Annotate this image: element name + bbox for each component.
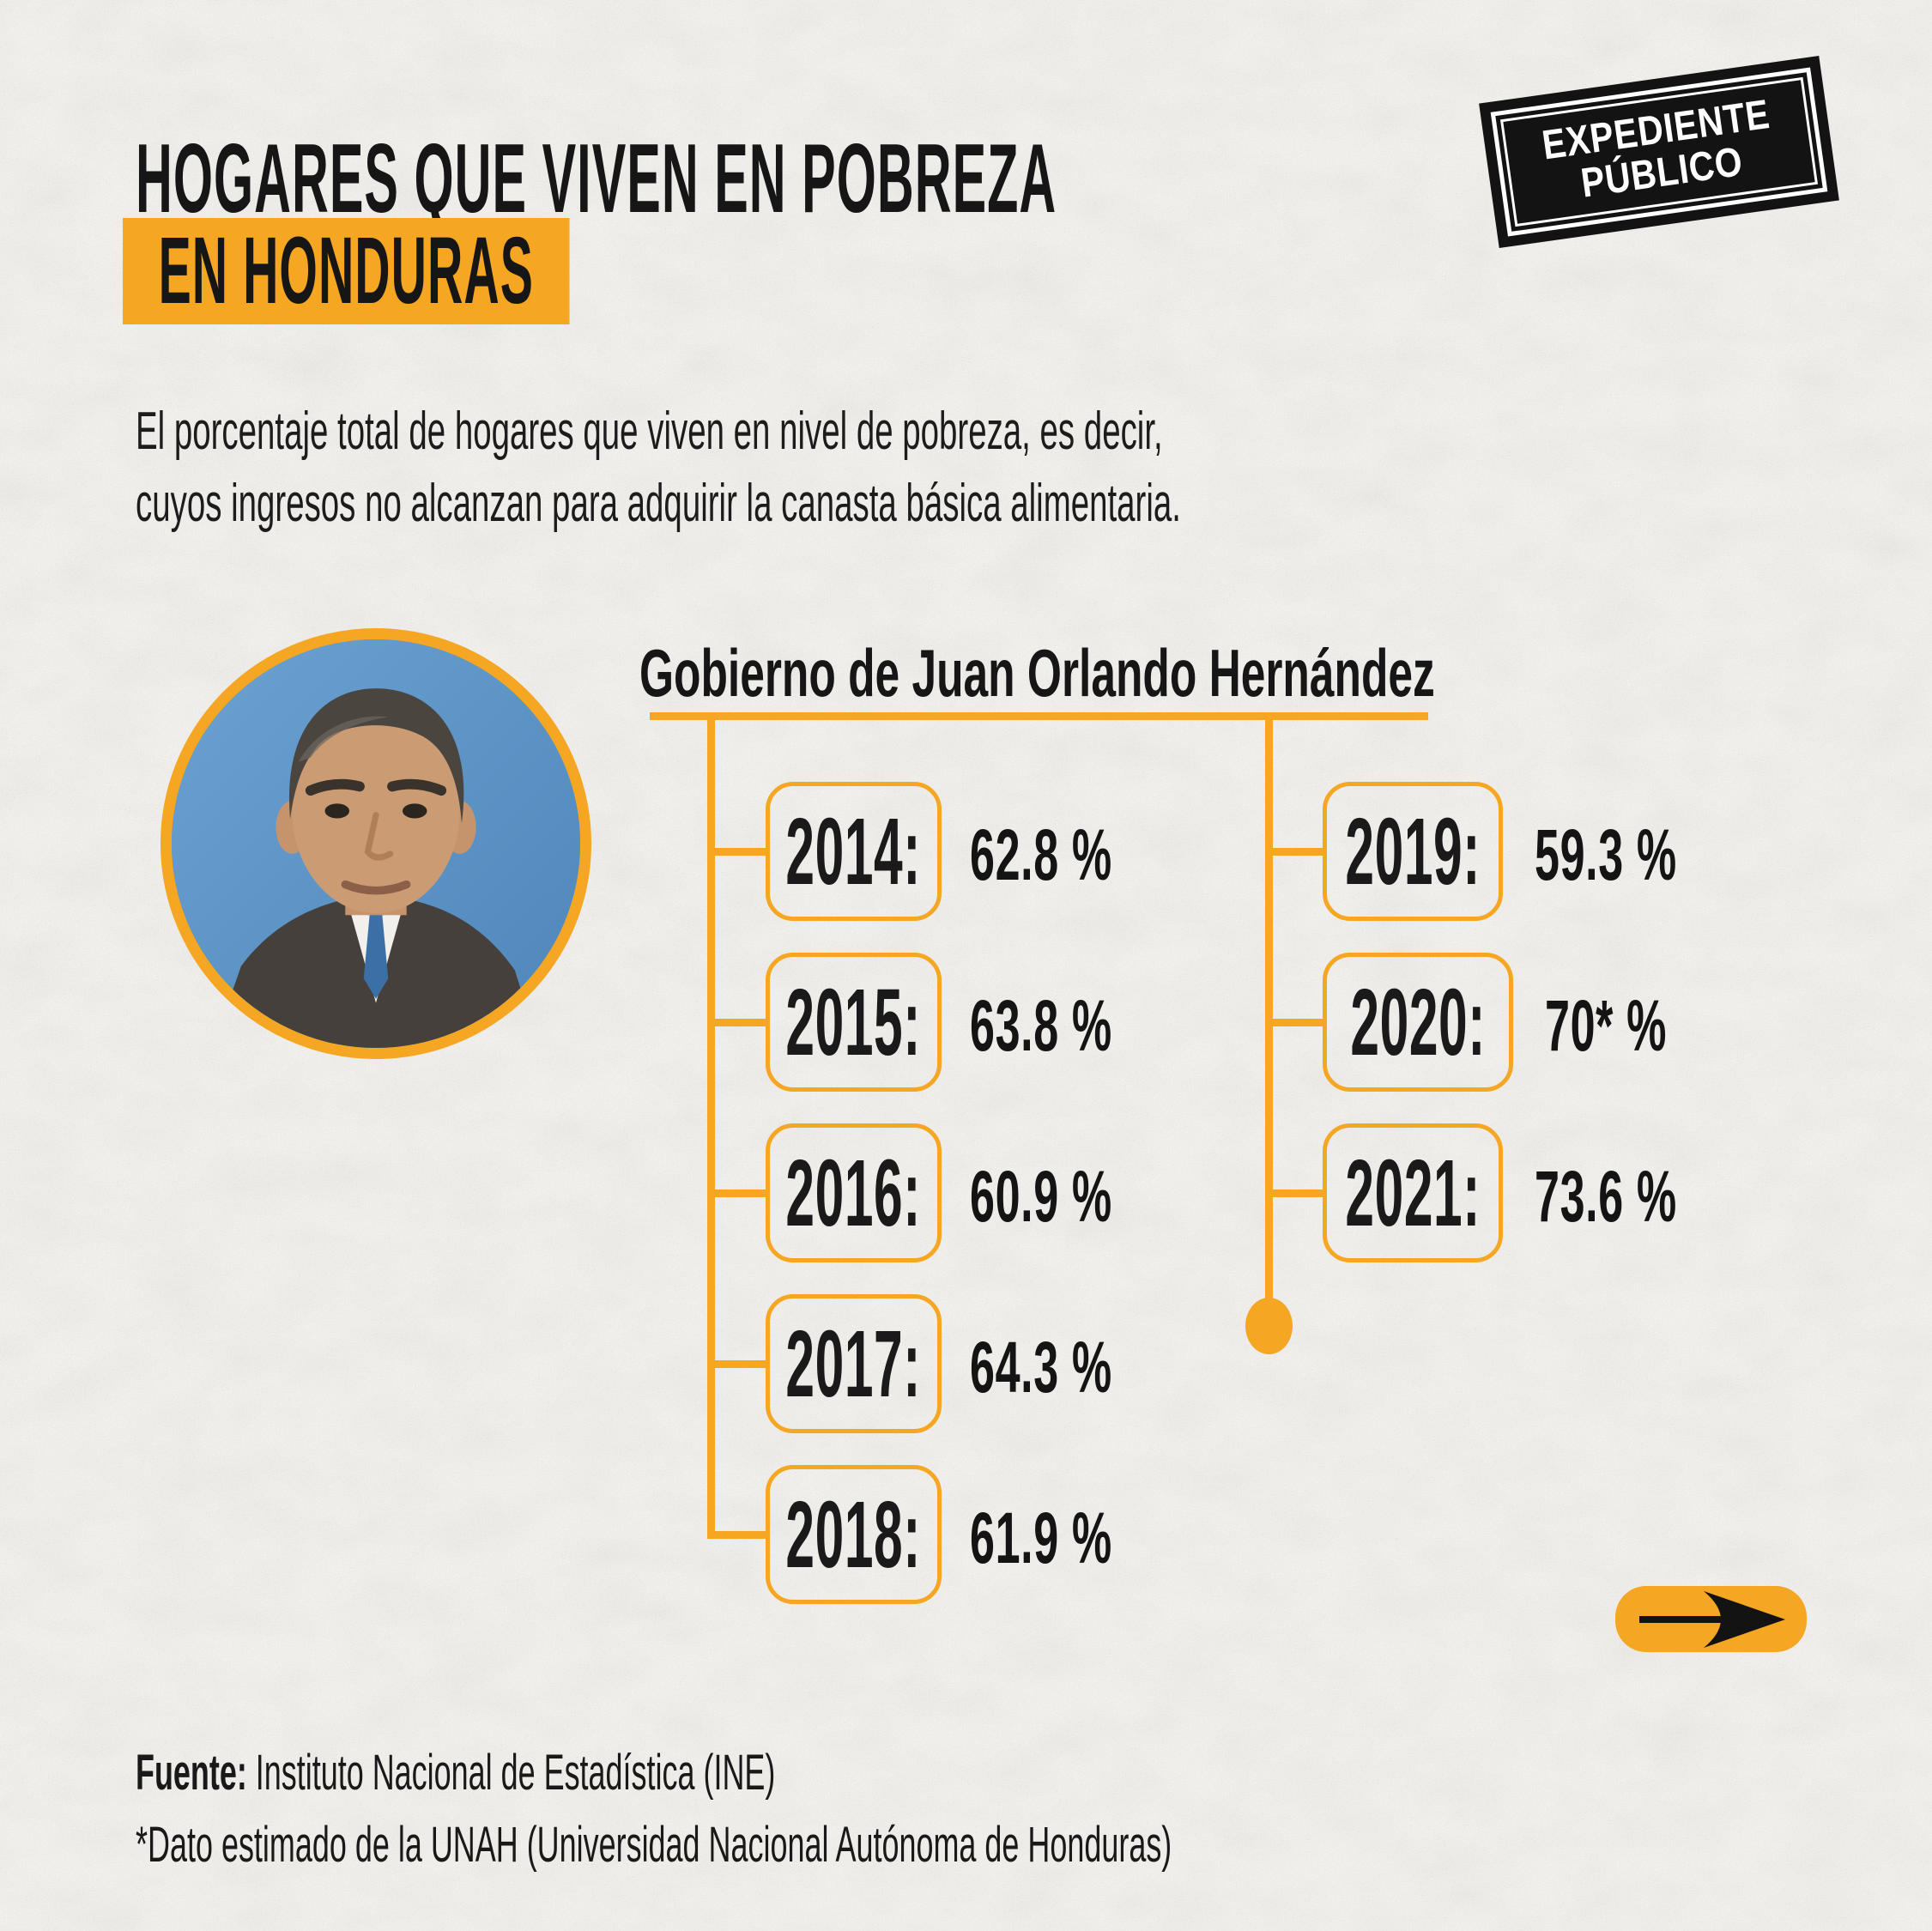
stamp-outer-frame: EXPEDIENTE PÚBLICO	[1490, 67, 1828, 237]
year-label: 2018:	[785, 1481, 922, 1588]
branch-tick-2015	[707, 1019, 767, 1026]
year-box-2020: 2020:	[1323, 953, 1513, 1092]
page-title-line2-highlight: EN HONDURAS	[123, 218, 570, 324]
year-box-2016: 2016:	[766, 1123, 942, 1262]
brand-stamp-logo: EXPEDIENTE PÚBLICO	[1479, 55, 1839, 249]
year-value-2016: 60.9 %	[970, 1156, 1112, 1237]
branch-tick-2017	[707, 1360, 767, 1368]
intro-line1: El porcentaje total de hogares que viven…	[136, 402, 1163, 461]
timeline-header-line	[650, 712, 1428, 720]
year-value-2014: 62.8 %	[970, 814, 1112, 895]
year-box-2019: 2019:	[1323, 782, 1503, 921]
portrait-juan-orlando-hernandez	[160, 628, 591, 1059]
source-label: Fuente:	[136, 1745, 247, 1801]
next-arrow-button[interactable]	[1615, 1586, 1807, 1652]
year-box-2018: 2018:	[766, 1465, 942, 1604]
stamp-inner-frame: EXPEDIENTE PÚBLICO	[1499, 76, 1819, 227]
year-box-2014: 2014:	[766, 782, 942, 921]
year-value-2019: 59.3 %	[1535, 814, 1677, 895]
year-value-2020: 70* %	[1545, 985, 1668, 1066]
year-label: 2020:	[1350, 969, 1486, 1075]
branch-tick-2018	[707, 1531, 767, 1539]
year-value-2018: 61.9 %	[970, 1498, 1112, 1578]
portrait-illustration	[172, 639, 580, 1048]
branch-tick-2016	[707, 1189, 767, 1197]
footnote-line: *Dato estimado de la UNAH (Universidad N…	[136, 1817, 1172, 1873]
year-box-2017: 2017:	[766, 1294, 942, 1433]
branch-tick-2021	[1273, 1189, 1326, 1197]
year-label: 2015:	[785, 969, 922, 1075]
timeline-left-branch-line	[707, 712, 715, 1539]
year-label: 2016:	[785, 1140, 922, 1246]
source-text: Instituto Nacional de Estadística (INE)	[255, 1745, 776, 1801]
branch-tick-2019	[1273, 848, 1326, 856]
year-value-2017: 64.3 %	[970, 1327, 1112, 1407]
timeline-end-dot	[1245, 1298, 1293, 1354]
year-label: 2021:	[1345, 1140, 1481, 1246]
branch-tick-2014	[707, 848, 767, 856]
year-value-2015: 63.8 %	[970, 985, 1112, 1066]
arrow-right-icon	[1639, 1591, 1785, 1648]
year-box-2015: 2015:	[766, 953, 942, 1092]
branch-tick-2020	[1273, 1019, 1326, 1026]
year-value-2021: 73.6 %	[1535, 1156, 1677, 1237]
page-title-line1: HOGARES QUE VIVEN EN POBREZA	[136, 124, 1057, 233]
timeline-right-branch-line	[1265, 712, 1273, 1313]
year-label: 2019:	[1345, 798, 1481, 905]
timeline-title: Gobierno de Juan Orlando Hernández	[639, 635, 1435, 711]
year-label: 2014:	[785, 798, 922, 905]
year-label: 2017:	[785, 1311, 922, 1417]
year-box-2021: 2021:	[1323, 1123, 1503, 1262]
intro-line2: cuyos ingresos no alcanzan para adquirir…	[136, 474, 1181, 533]
source-line: Fuente: Instituto Nacional de Estadística…	[136, 1746, 775, 1801]
